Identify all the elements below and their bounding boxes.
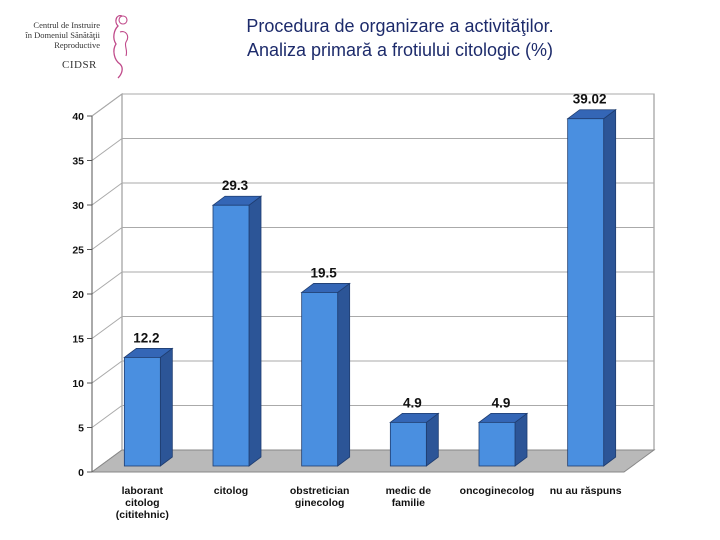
x-tick-label-line: ginecolog: [294, 497, 345, 509]
gridline: [91, 93, 654, 117]
x-tick-label-line: (cititehnic): [115, 509, 169, 521]
bar-side: [337, 282, 351, 467]
title-line-1: Procedura de organizare a activităţilor.: [246, 16, 554, 36]
x-tick-label: medic de familie: [366, 485, 450, 509]
data-label: 19.5: [311, 265, 338, 280]
y-tick-label: 15: [72, 334, 84, 346]
bar: [478, 421, 516, 467]
y-tick-label: 5: [78, 423, 84, 435]
bar-side: [603, 108, 617, 467]
bar: [212, 204, 250, 467]
logo-line: Centrul de Instruire: [33, 20, 100, 30]
gridline: [91, 182, 654, 206]
data-label: 39.02: [573, 92, 607, 107]
x-tick-label-line: familie: [391, 497, 425, 509]
data-label: 12.2: [133, 330, 159, 345]
mother-child-icon: [113, 15, 129, 79]
x-tick-label-line: oncoginecolog: [459, 485, 535, 497]
y-tick-label: 25: [72, 245, 84, 257]
data-label: 4.9: [403, 395, 422, 410]
x-tick-label-line: nu au răspuns: [549, 485, 622, 497]
x-tick-label: nu au răspuns: [544, 485, 628, 497]
data-label: 4.9: [492, 395, 511, 410]
logo-line: Reproductive: [54, 40, 100, 50]
x-tick-label-line: citolog: [213, 485, 249, 497]
y-tick-label: 0: [78, 467, 84, 479]
gridline: [91, 316, 654, 339]
bar: [567, 118, 605, 467]
y-tick-label: 10: [72, 378, 84, 390]
x-tick-label: obstretician ginecolog: [278, 485, 362, 509]
x-tick-label-line: medic de: [385, 485, 432, 497]
gridline: [91, 405, 654, 428]
x-tick-label-line: obstretician: [289, 485, 350, 497]
y-tick-label: 40: [72, 111, 84, 123]
bar: [301, 292, 339, 467]
gridline: [91, 360, 654, 384]
logo-text: Centrul de Instruire în Domeniul Sănătăţ…: [14, 20, 100, 50]
title-line-2: Analiza primară a frotiului citologic (%…: [246, 40, 554, 60]
data-label: 29.3: [222, 178, 249, 193]
gridline: [91, 138, 654, 161]
page-title: Procedura de organizare a activităţilor.…: [140, 14, 660, 62]
bar: [389, 421, 427, 467]
logo-abbreviation: CIDSR: [62, 59, 97, 71]
bar-side: [159, 347, 173, 467]
y-tick-label: 20: [72, 289, 84, 301]
cidsr-logo: Centrul de Instruire în Domeniul Sănătăţ…: [10, 6, 130, 79]
y-tick-label: 30: [72, 200, 84, 212]
bar-side: [248, 195, 262, 467]
gridline: [91, 271, 654, 295]
logo-line: în Domeniul Sănătăţii: [25, 30, 100, 40]
y-tick-label: 35: [72, 156, 84, 168]
x-tick-label-line: laborant: [121, 485, 164, 497]
bar: [123, 357, 161, 467]
x-tick-label: laborant citolog (cititehnic): [100, 485, 184, 521]
gridline: [91, 227, 654, 250]
x-tick-label: oncoginecolog: [455, 485, 539, 497]
x-tick-label-line: citolog: [125, 497, 160, 509]
x-tick-label: citolog: [189, 485, 273, 497]
